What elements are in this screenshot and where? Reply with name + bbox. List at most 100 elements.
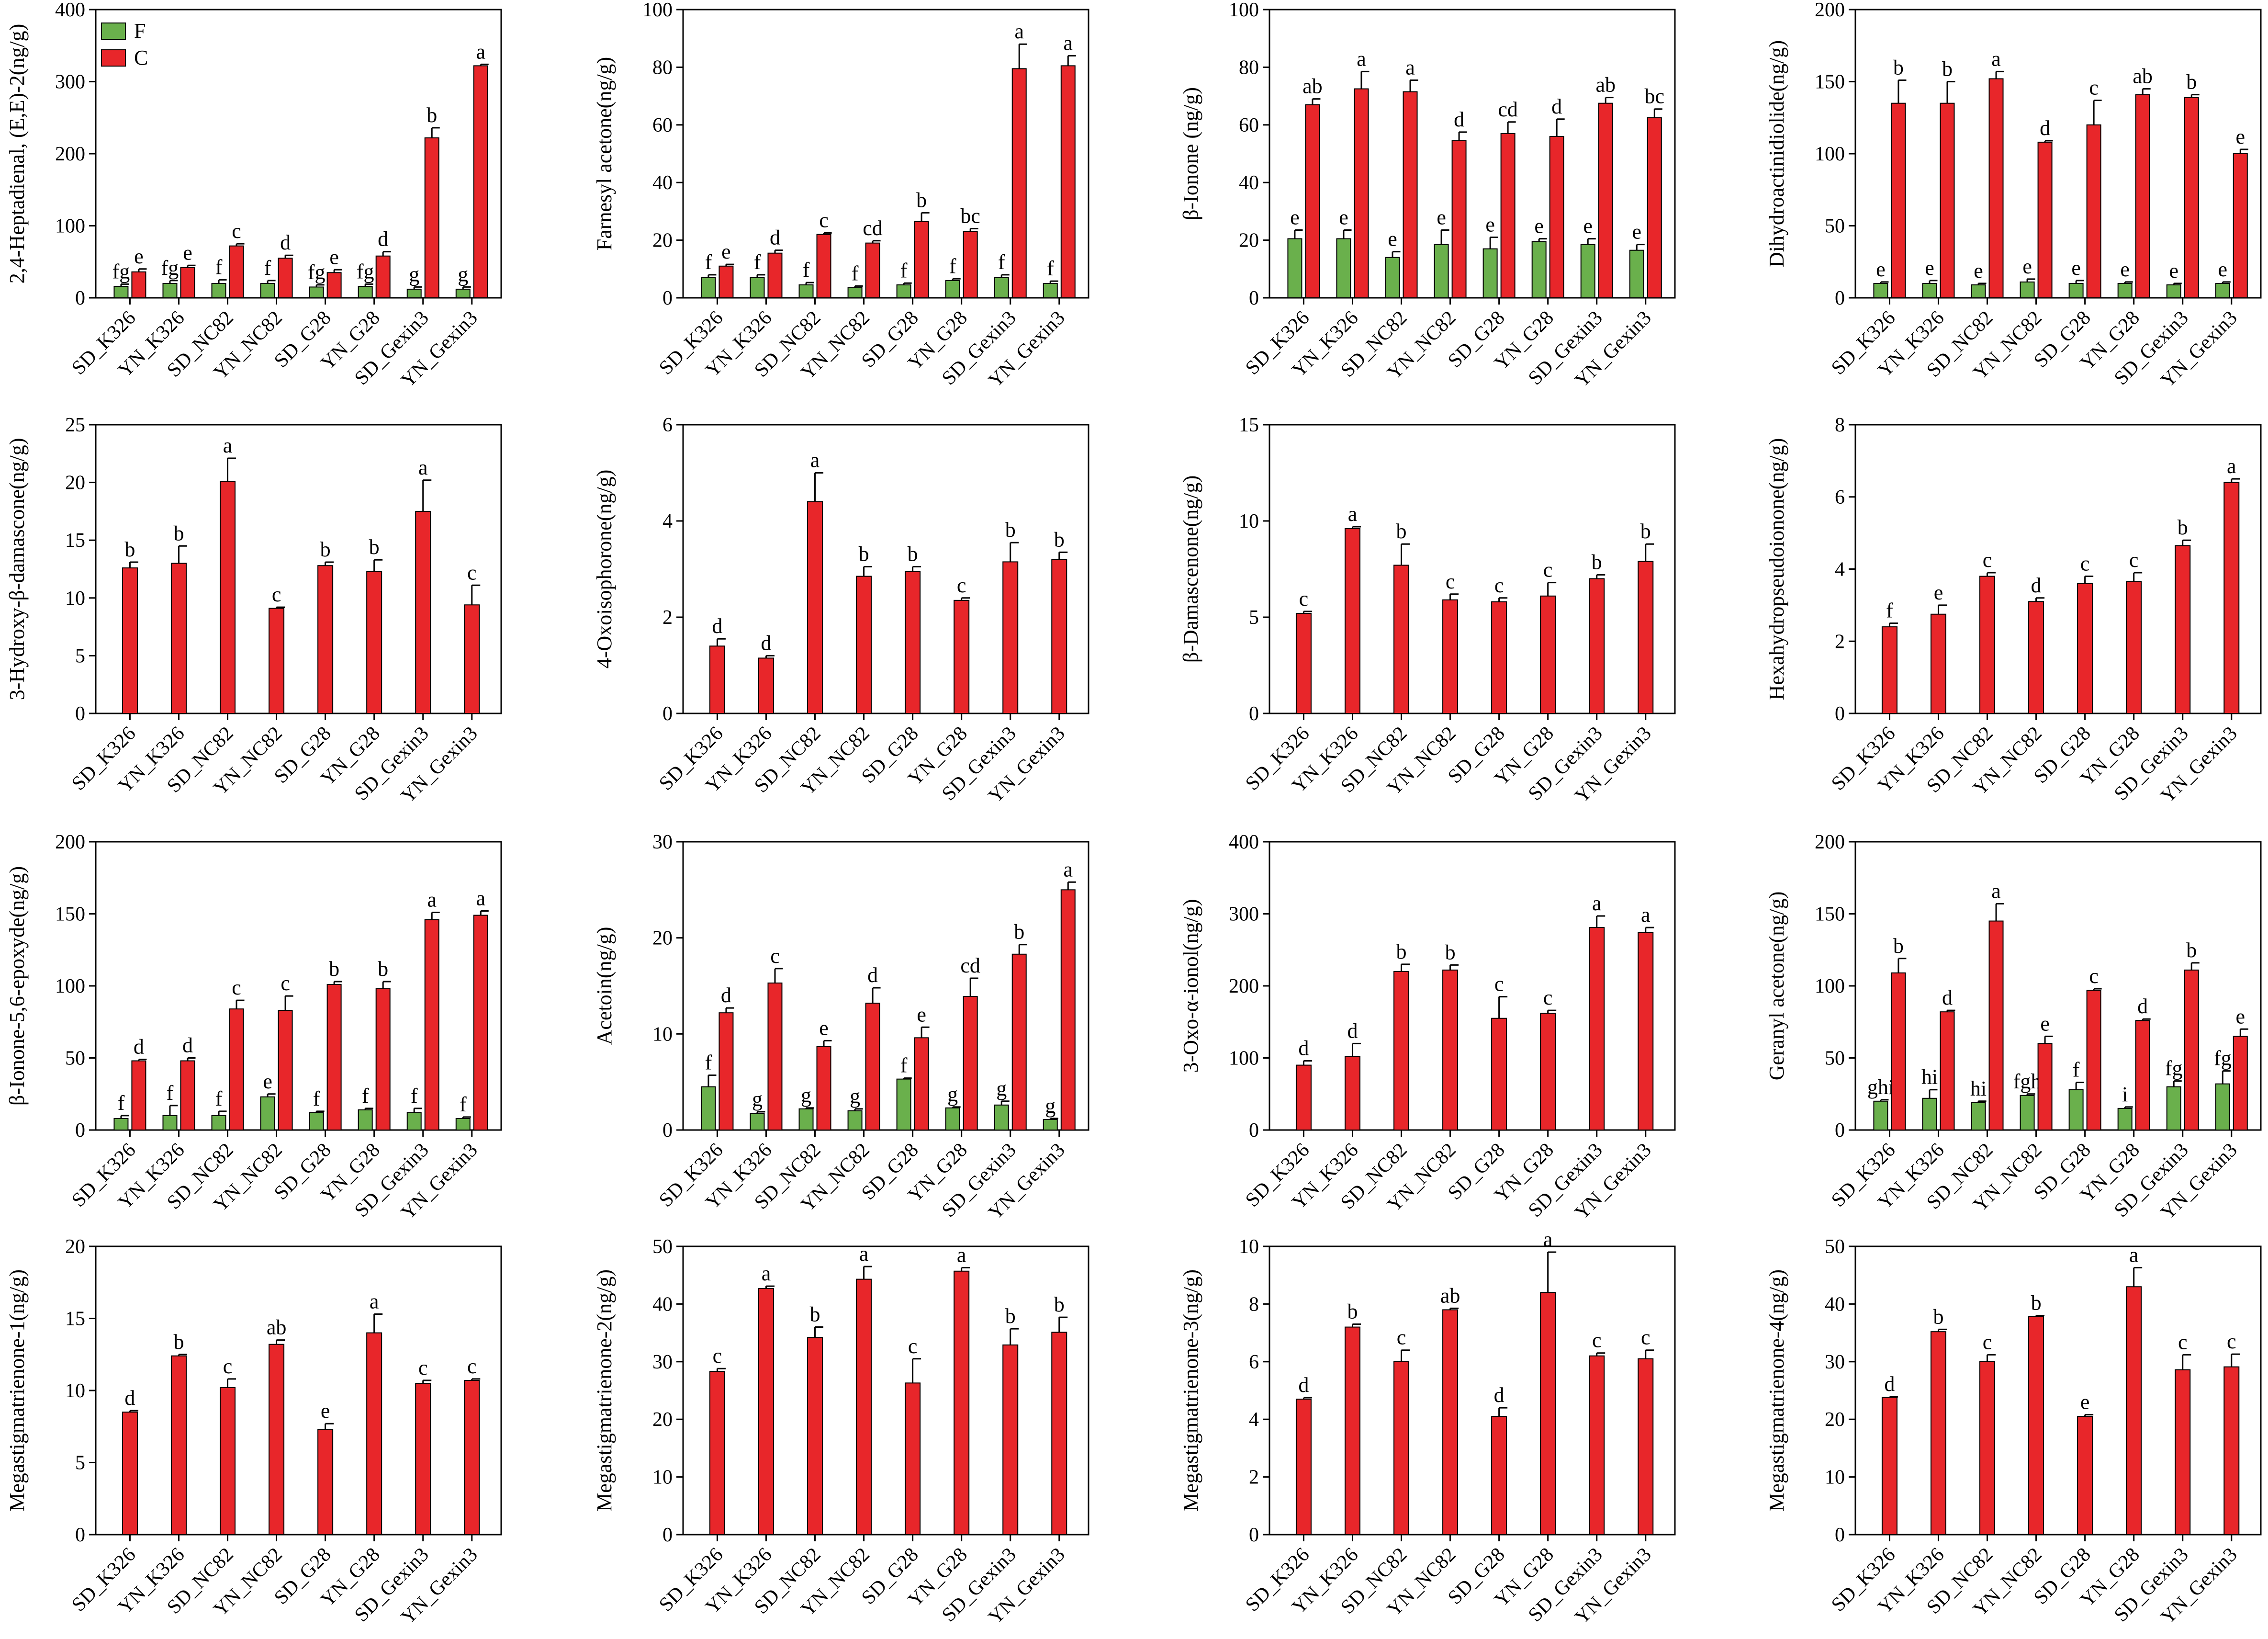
significance-label: c xyxy=(1592,1329,1602,1352)
chart-panel-13: 05101520Megastigmatrienone-1(ng/g)SD_K32… xyxy=(5,1236,502,1628)
significance-label: a xyxy=(2227,454,2236,478)
y-tick-label: 0 xyxy=(75,1119,85,1142)
y-tick-label: 40 xyxy=(1239,172,1259,194)
chart-panel-4: 050100150200Dihydroactinidiolide(ng/g)SD… xyxy=(1765,0,2262,392)
bar-C xyxy=(1589,927,1605,1130)
significance-label: b xyxy=(124,538,135,561)
y-tick-label: 10 xyxy=(65,588,85,610)
significance-label: b xyxy=(378,957,388,981)
bar-F xyxy=(406,288,422,299)
significance-label: ab xyxy=(1440,1284,1460,1307)
significance-label: c xyxy=(1494,972,1504,996)
significance-label: a xyxy=(476,40,486,63)
bar-C xyxy=(473,915,488,1130)
chart-panel-7: 051015β-Damascenone(ng/g)SD_K326cYN_K326… xyxy=(1179,414,1676,807)
y-tick-label: 150 xyxy=(1815,71,1845,93)
significance-label: f xyxy=(900,259,908,282)
y-tick-label: 80 xyxy=(652,57,673,79)
significance-label: g xyxy=(996,1077,1007,1100)
legend: FC xyxy=(101,19,148,69)
y-tick-label: 200 xyxy=(55,831,85,853)
significance-label: d xyxy=(721,983,731,1007)
significance-label: c xyxy=(1543,986,1553,1009)
y-tick-label: 20 xyxy=(1825,1409,1845,1431)
significance-label: a xyxy=(370,1289,379,1313)
plot-frame xyxy=(95,841,502,1131)
significance-label: b xyxy=(2186,938,2197,962)
significance-label: f xyxy=(900,1054,908,1077)
bar-C xyxy=(954,599,970,714)
bar-C xyxy=(2126,581,2142,714)
significance-label: e xyxy=(1583,215,1593,238)
plot-frame xyxy=(1854,424,2262,714)
bar-C xyxy=(1979,576,1996,714)
y-tick-label: 30 xyxy=(652,1351,673,1373)
chart-panel-16: 01020304050Megastigmatrienone-4(ng/g)SD_… xyxy=(1765,1236,2262,1628)
bar-C xyxy=(2077,583,2093,714)
bar-C xyxy=(131,271,146,299)
y-tick-label: 50 xyxy=(652,1236,673,1258)
significance-label: d xyxy=(867,963,878,987)
significance-label: d xyxy=(134,1035,144,1059)
y-axis-label: 4-Oxoisophorone(ng/g) xyxy=(593,470,616,669)
y-tick-label: 20 xyxy=(652,1409,673,1431)
bar-C xyxy=(1930,613,1946,714)
y-tick-label: 0 xyxy=(1835,1119,1845,1142)
bar-C xyxy=(229,1008,244,1130)
y-tick-label: 2 xyxy=(662,607,673,629)
significance-label: f xyxy=(705,250,712,274)
significance-label: e xyxy=(2071,256,2081,280)
y-tick-label: 4 xyxy=(1249,1409,1259,1431)
bar-C xyxy=(2184,97,2199,299)
bar-F xyxy=(2215,1083,2230,1130)
significance-label: fg xyxy=(161,256,179,280)
bar-C xyxy=(807,1337,823,1535)
bar-C xyxy=(122,567,138,714)
significance-label: d xyxy=(378,227,388,251)
y-tick-label: 150 xyxy=(55,904,85,926)
significance-label: e xyxy=(917,1003,926,1026)
bar-F xyxy=(701,1086,716,1130)
bar-C xyxy=(758,1288,774,1536)
y-tick-label: 6 xyxy=(1249,1351,1259,1373)
bar-C xyxy=(2135,1020,2150,1130)
significance-label: e xyxy=(1437,206,1446,229)
significance-label: b xyxy=(1005,1304,1016,1328)
bar-C xyxy=(170,563,187,714)
y-tick-label: 2 xyxy=(1249,1467,1259,1489)
bar-F xyxy=(309,1112,324,1130)
y-axis-label: Megastigmatrienone-3(ng/g) xyxy=(1179,1269,1202,1512)
plot-frame xyxy=(682,1245,1089,1536)
bar-C xyxy=(375,988,391,1131)
bar-C xyxy=(2077,1416,2093,1535)
significance-label: e xyxy=(2080,1390,2090,1414)
y-tick-label: 5 xyxy=(1249,607,1259,629)
bar-C xyxy=(278,1010,293,1130)
y-tick-label: 10 xyxy=(1239,1236,1259,1258)
bar-C xyxy=(1638,561,1654,714)
significance-label: a xyxy=(2129,1243,2139,1267)
significance-label: b xyxy=(1942,57,1953,81)
y-tick-label: 60 xyxy=(652,114,673,136)
bar-C xyxy=(1060,889,1076,1131)
significance-label: f xyxy=(754,250,761,274)
significance-label: e xyxy=(1485,213,1495,237)
y-tick-label: 100 xyxy=(1815,143,1845,165)
bar-C xyxy=(2028,601,2044,714)
significance-label: hi xyxy=(1970,1077,1987,1100)
bar-F xyxy=(162,283,178,299)
significance-label: c xyxy=(1543,558,1553,582)
bar-C xyxy=(1344,528,1360,714)
significance-label: cd xyxy=(1498,98,1518,121)
significance-label: c xyxy=(713,1344,722,1368)
bar-F xyxy=(211,1115,226,1130)
y-axis-label: β-Ionone-5,6-epoxyde(ng/g) xyxy=(5,866,29,1106)
significance-label: c xyxy=(232,219,241,243)
bar-F xyxy=(1434,244,1449,299)
significance-label: e xyxy=(721,240,731,263)
y-axis-label: 2,4-Heptadienal, (E,E)-2(ng/g) xyxy=(5,24,29,283)
bar-C xyxy=(758,657,774,714)
bar-C xyxy=(220,481,236,714)
significance-label: e xyxy=(329,245,339,269)
significance-label: b xyxy=(427,103,437,127)
